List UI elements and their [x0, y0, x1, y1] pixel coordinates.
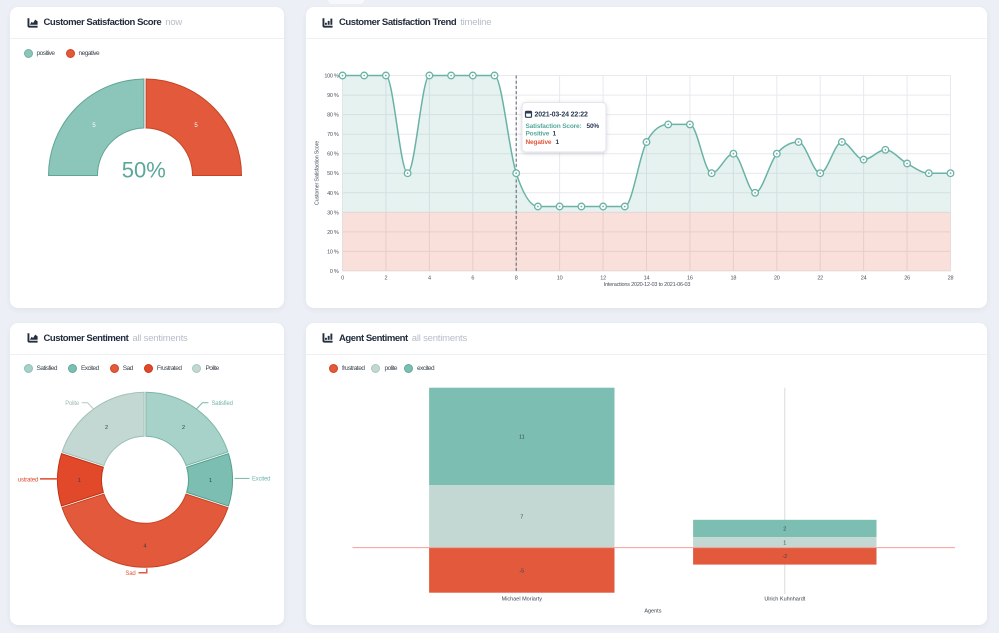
- svg-text:0 %: 0 %: [329, 269, 338, 275]
- svg-text:50%: 50%: [122, 158, 166, 183]
- svg-text:20 %: 20 %: [327, 230, 339, 236]
- svg-text:1: 1: [78, 477, 81, 483]
- svg-text:10: 10: [556, 276, 562, 282]
- svg-text:60 %: 60 %: [327, 152, 339, 158]
- svg-text:14: 14: [643, 276, 649, 282]
- svg-text:2: 2: [384, 276, 387, 282]
- svg-text:Negative: Negative: [525, 139, 551, 146]
- svg-text:Agents: Agents: [644, 608, 661, 614]
- svg-text:Positive: Positive: [525, 131, 549, 138]
- svg-text:ustrated: ustrated: [18, 477, 38, 483]
- svg-text:16: 16: [687, 276, 693, 282]
- svg-text:2: 2: [105, 424, 108, 430]
- svg-text:1: 1: [209, 477, 212, 483]
- svg-text:24: 24: [860, 276, 866, 282]
- svg-text:1: 1: [552, 131, 556, 138]
- svg-text:0: 0: [341, 276, 344, 282]
- svg-text:70 %: 70 %: [327, 132, 339, 138]
- svg-text:50 %: 50 %: [327, 171, 339, 177]
- svg-text:2021-03-24 22:22: 2021-03-24 22:22: [534, 112, 588, 119]
- svg-text:90 %: 90 %: [327, 93, 339, 99]
- svg-text:20: 20: [773, 276, 779, 282]
- svg-text:80 %: 80 %: [327, 113, 339, 119]
- svg-text:2: 2: [783, 526, 786, 532]
- svg-text:7: 7: [520, 514, 523, 520]
- svg-text:18: 18: [730, 276, 736, 282]
- svg-text:Ulrich Kuhnhardt: Ulrich Kuhnhardt: [764, 596, 805, 602]
- svg-text:Satisfied: Satisfied: [212, 401, 233, 407]
- svg-text:11: 11: [518, 434, 524, 440]
- svg-text:5: 5: [92, 123, 96, 129]
- svg-text:40 %: 40 %: [327, 191, 339, 197]
- svg-text:Sad: Sad: [125, 571, 135, 577]
- svg-text:-5: -5: [519, 568, 524, 574]
- svg-text:4: 4: [143, 543, 146, 549]
- svg-text:26: 26: [904, 276, 910, 282]
- svg-text:Customer Satisfaction Score: Customer Satisfaction Score: [314, 141, 320, 205]
- svg-text:5: 5: [194, 123, 198, 129]
- svg-text:1: 1: [555, 139, 559, 146]
- svg-text:Excited: Excited: [252, 476, 270, 482]
- svg-text:100 %: 100 %: [324, 74, 339, 80]
- svg-text:50%: 50%: [586, 123, 599, 130]
- svg-text:Satisfaction Score:: Satisfaction Score:: [525, 123, 581, 130]
- svg-text:28: 28: [947, 276, 953, 282]
- svg-text:-2: -2: [782, 554, 787, 560]
- svg-text:Interactions 2020-12-03 to 202: Interactions 2020-12-03 to 2021-06-03: [603, 282, 690, 288]
- svg-text:6: 6: [471, 276, 474, 282]
- svg-text:30 %: 30 %: [327, 210, 339, 216]
- svg-text:10 %: 10 %: [327, 249, 339, 255]
- svg-text:4: 4: [427, 276, 430, 282]
- svg-text:Michael Moriarty: Michael Moriarty: [501, 596, 542, 602]
- svg-text:Polite: Polite: [65, 401, 80, 407]
- svg-text:1: 1: [783, 540, 786, 546]
- svg-text:8: 8: [514, 276, 517, 282]
- svg-text:2: 2: [182, 424, 185, 430]
- svg-text:22: 22: [817, 276, 823, 282]
- svg-text:12: 12: [600, 276, 606, 282]
